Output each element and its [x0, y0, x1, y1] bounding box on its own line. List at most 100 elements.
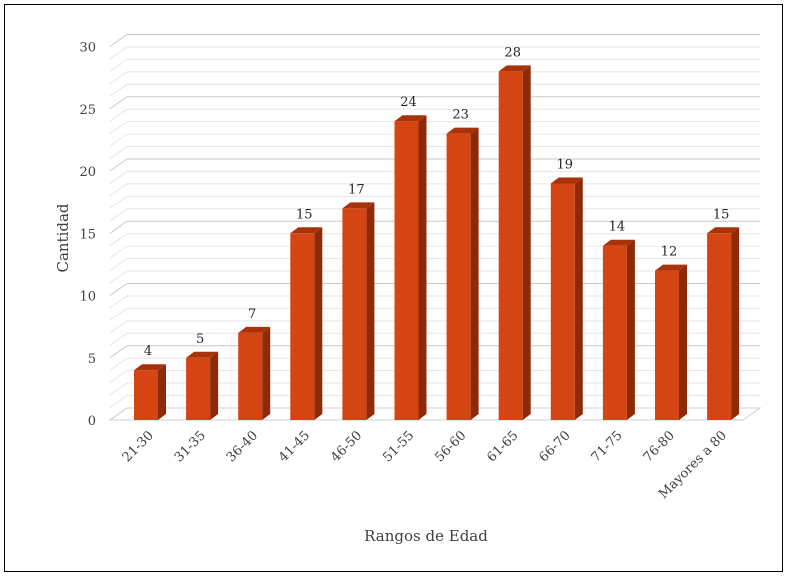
bar-top	[446, 127, 479, 134]
data-label: 5	[196, 332, 204, 347]
x-tick-label: 31-35	[172, 428, 209, 465]
bar-top	[655, 264, 687, 271]
gridline-18-front	[109, 183, 128, 197]
x-tick-label: 56-60	[432, 428, 469, 465]
gridline-10-front	[109, 283, 128, 296]
gridline-21-front	[109, 146, 128, 159]
data-label: 19	[557, 157, 574, 172]
gridline-4-front	[109, 357, 128, 371]
y-tick-label: 5	[88, 352, 96, 367]
gridline-9-front	[109, 295, 128, 309]
y-tick-label: 0	[88, 414, 96, 429]
gridline-17-front	[109, 195, 128, 209]
bar	[602, 239, 635, 420]
bar-side	[731, 227, 740, 420]
bar-side	[158, 364, 166, 420]
bar	[186, 351, 219, 420]
x-tick-label: 46-50	[328, 428, 365, 465]
bar-front	[238, 332, 263, 420]
data-label: 28	[504, 45, 521, 60]
gridline-27-front	[109, 71, 128, 85]
bar-top	[498, 65, 531, 72]
data-label: 4	[144, 344, 152, 359]
x-tick-label: 21-30	[120, 428, 157, 465]
gridline-20-front	[109, 158, 128, 172]
gridline-16-front	[109, 208, 128, 222]
bar-top	[342, 202, 375, 209]
y-tick-label: 10	[79, 290, 96, 305]
gridline-30-front	[109, 34, 128, 47]
y-tick-label: 25	[79, 103, 96, 118]
gridline-22-front	[109, 133, 128, 147]
data-label: 7	[248, 307, 256, 322]
bar	[394, 115, 427, 420]
bar	[342, 202, 375, 420]
bar-side	[262, 326, 271, 420]
data-label: 24	[400, 95, 417, 110]
bar-front	[550, 183, 575, 420]
gridline-6-front	[109, 332, 128, 346]
bar-front	[186, 357, 211, 420]
data-label: 15	[296, 207, 313, 222]
gridline-26-front	[109, 83, 128, 97]
gridline-3-front	[109, 370, 128, 384]
bar-top	[394, 115, 427, 122]
bar	[707, 227, 740, 420]
x-axis-title: Rangos de Edad	[364, 527, 488, 545]
data-labels: 4 5 7 15 17 24 23 28 19 14 12 15	[144, 45, 730, 359]
bar-side	[314, 227, 323, 420]
gridline-25-front	[109, 96, 128, 110]
bar	[290, 227, 323, 420]
bar-side	[522, 65, 531, 421]
gridline-23-front	[109, 121, 128, 135]
x-tick-label: 41-45	[276, 428, 313, 465]
bar-top	[550, 177, 583, 184]
x-tick-label: 36-40	[224, 428, 261, 465]
bar-side	[470, 127, 479, 421]
bar-side	[210, 351, 219, 420]
bar-front	[655, 270, 679, 420]
data-label: 14	[609, 220, 626, 235]
bar-top	[602, 239, 635, 246]
bar-side	[626, 239, 635, 420]
y-tick-label: 20	[79, 165, 96, 180]
x-tick-label: 66-70	[537, 428, 574, 465]
bar-front	[290, 233, 315, 420]
gridline-8-front	[109, 307, 128, 321]
gridline-11-front	[109, 270, 128, 284]
x-tick-label: 71-75	[589, 428, 626, 465]
bar	[446, 127, 479, 421]
gridline-14-front	[109, 233, 128, 247]
gridline-28-front	[109, 58, 128, 72]
data-label: 17	[348, 182, 365, 197]
bar-top	[186, 351, 219, 358]
gridlines	[108, 34, 762, 421]
bar-side	[679, 264, 687, 420]
bar-side	[366, 202, 375, 420]
gridline-7-front	[109, 320, 128, 334]
bar-front	[134, 370, 158, 420]
gridline-5-front	[109, 345, 128, 359]
bar-front	[394, 121, 419, 420]
x-tick-label: 61-65	[484, 428, 521, 465]
chart-frame	[4, 4, 783, 572]
bar-front	[446, 133, 471, 420]
bar-side	[574, 177, 583, 420]
bar-top	[238, 326, 271, 333]
bar	[655, 264, 687, 420]
gridline-1-front	[109, 395, 128, 408]
bar-front	[707, 233, 732, 420]
x-axis-ticks: 21-30 31-35 36-40 41-45 46-50 51-55 56-60 61-65…	[120, 428, 730, 502]
gridline-15-front	[109, 220, 128, 234]
bar	[134, 364, 166, 420]
bar	[498, 65, 531, 421]
x-tick-label: 76-80	[641, 428, 678, 465]
bars	[134, 65, 740, 421]
bar-top	[290, 227, 323, 234]
x-tick-label: 51-55	[380, 428, 417, 465]
chart-floor	[108, 407, 762, 421]
bar-side	[418, 115, 427, 420]
y-tick-label: 30	[79, 41, 96, 56]
bar-top	[707, 227, 740, 234]
bar	[550, 177, 583, 420]
